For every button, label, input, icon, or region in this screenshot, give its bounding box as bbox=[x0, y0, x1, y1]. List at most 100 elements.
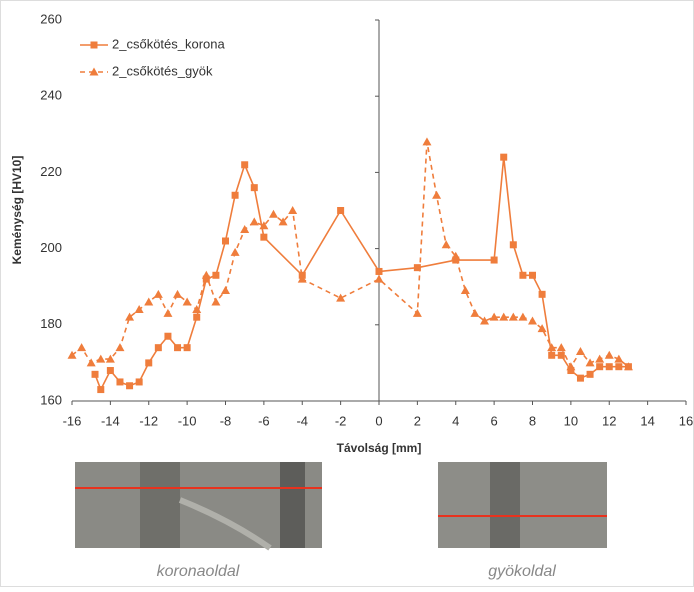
marker bbox=[115, 343, 125, 352]
marker bbox=[576, 374, 584, 382]
marker bbox=[529, 271, 536, 279]
marker bbox=[250, 184, 258, 192]
x-tick-label: -16 bbox=[63, 413, 82, 428]
marker bbox=[557, 351, 565, 359]
marker bbox=[240, 225, 250, 234]
marker bbox=[623, 362, 633, 371]
marker bbox=[586, 370, 594, 378]
marker bbox=[154, 344, 162, 352]
marker bbox=[460, 286, 470, 295]
x-tick-label: -2 bbox=[335, 413, 347, 428]
marker bbox=[422, 137, 432, 146]
x-tick-label: -6 bbox=[258, 413, 270, 428]
x-tick-label: 8 bbox=[529, 413, 536, 428]
x-tick-label: -8 bbox=[220, 413, 232, 428]
marker bbox=[67, 350, 77, 359]
marker bbox=[490, 256, 498, 264]
marker bbox=[173, 289, 183, 298]
marker bbox=[145, 359, 153, 367]
marker bbox=[470, 308, 480, 317]
marker bbox=[575, 346, 585, 355]
marker bbox=[548, 351, 556, 359]
x-tick-label: 2 bbox=[414, 413, 421, 428]
marker bbox=[192, 305, 202, 314]
marker bbox=[500, 153, 508, 161]
x-axis-title: Távolság [mm] bbox=[337, 441, 422, 455]
marker bbox=[211, 297, 221, 306]
marker bbox=[105, 354, 115, 363]
marker bbox=[451, 251, 461, 260]
marker bbox=[174, 344, 182, 352]
y-tick-label: 200 bbox=[40, 240, 62, 255]
series-line bbox=[71, 141, 629, 369]
marker bbox=[116, 378, 124, 386]
marker bbox=[413, 264, 421, 272]
marker bbox=[519, 271, 527, 279]
marker bbox=[163, 308, 173, 317]
image-caption: gyökoldal bbox=[488, 563, 556, 580]
marker bbox=[585, 358, 595, 367]
marker bbox=[297, 274, 307, 283]
marker bbox=[91, 370, 99, 378]
marker bbox=[509, 241, 517, 249]
marker bbox=[336, 293, 346, 302]
marker bbox=[106, 367, 114, 375]
marker bbox=[153, 289, 163, 298]
x-tick-label: 10 bbox=[564, 413, 578, 428]
marker bbox=[337, 207, 345, 214]
marker bbox=[222, 237, 229, 245]
marker bbox=[538, 290, 546, 298]
x-tick-label: -14 bbox=[101, 413, 120, 428]
marker bbox=[278, 217, 288, 226]
y-axis-title: Keménység [HV10] bbox=[10, 156, 24, 265]
marker bbox=[518, 312, 528, 321]
legend-label: 2_csőkötés_gyök bbox=[112, 63, 213, 78]
marker bbox=[499, 312, 509, 321]
x-tick-label: 4 bbox=[452, 413, 459, 428]
marker bbox=[259, 221, 269, 230]
marker bbox=[374, 274, 384, 283]
x-tick-label: 16 bbox=[679, 413, 693, 428]
marker bbox=[90, 41, 98, 49]
marker bbox=[249, 217, 259, 226]
marker bbox=[604, 350, 614, 359]
marker bbox=[547, 343, 557, 352]
marker bbox=[528, 316, 537, 325]
marker bbox=[221, 286, 230, 295]
marker bbox=[182, 297, 192, 306]
image-right bbox=[438, 462, 607, 548]
marker bbox=[452, 256, 460, 264]
marker bbox=[135, 378, 143, 386]
marker bbox=[615, 363, 623, 371]
marker bbox=[89, 67, 99, 76]
marker bbox=[566, 362, 576, 371]
marker bbox=[595, 354, 605, 363]
marker bbox=[164, 332, 172, 340]
marker bbox=[212, 271, 220, 279]
x-tick-label: -12 bbox=[139, 413, 158, 428]
marker bbox=[77, 343, 87, 352]
marker bbox=[126, 382, 134, 390]
marker bbox=[508, 312, 518, 321]
y-tick-label: 260 bbox=[40, 11, 62, 26]
x-tick-label: -4 bbox=[296, 413, 308, 428]
marker bbox=[201, 270, 211, 279]
marker bbox=[183, 344, 191, 352]
marker bbox=[480, 316, 490, 325]
y-tick-label: 240 bbox=[40, 88, 62, 103]
marker bbox=[596, 363, 604, 371]
x-tick-label: 6 bbox=[491, 413, 498, 428]
x-tick-label: -10 bbox=[178, 413, 197, 428]
x-tick-label: 12 bbox=[602, 413, 616, 428]
marker bbox=[96, 354, 106, 363]
marker bbox=[375, 267, 383, 275]
marker bbox=[432, 190, 442, 199]
marker bbox=[288, 206, 298, 214]
marker bbox=[268, 209, 278, 218]
marker bbox=[537, 324, 547, 333]
marker bbox=[230, 247, 240, 256]
y-tick-label: 160 bbox=[40, 392, 62, 407]
legend-label: 2_csőkötés_korona bbox=[112, 36, 226, 51]
marker bbox=[86, 358, 96, 367]
